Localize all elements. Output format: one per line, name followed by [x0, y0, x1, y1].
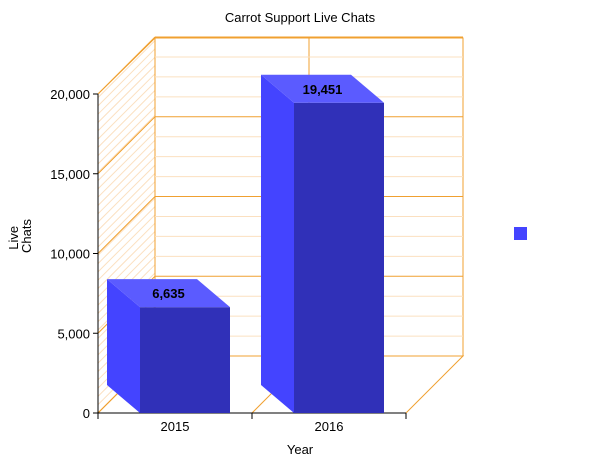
- y-tick-label: 0: [83, 406, 90, 421]
- x-axis-label: Year: [287, 442, 314, 457]
- bar-front-2015: [140, 307, 230, 413]
- chart-title: Carrot Support Live Chats: [225, 10, 376, 25]
- side-wall-hatch: [97, 48, 156, 107]
- bar-top-2016: [261, 74, 384, 103]
- bar-side-2016: [261, 74, 294, 413]
- side-wall-hatch: [97, 222, 156, 281]
- x-tick-label-2016: 2016: [315, 419, 344, 434]
- y-axis-label-line-2: Chats: [19, 219, 34, 253]
- side-wall-hatch: [97, 40, 156, 98]
- y-axis-label-line-1: Live: [6, 226, 21, 250]
- y-axis-label: Live Chats: [6, 219, 34, 253]
- chart-bars: [107, 74, 384, 413]
- side-wall-hatch: [97, 214, 156, 273]
- side-wall-hatch: [97, 189, 156, 248]
- bar-top-2015: [107, 279, 230, 308]
- side-wall-hatch: [97, 73, 156, 132]
- y-tick-label: 10,000: [50, 247, 90, 262]
- side-wall-hatch: [97, 181, 156, 240]
- side-wall-hatch: [97, 206, 156, 264]
- side-wall-hatch: [97, 164, 156, 223]
- side-wall-hatch: [97, 148, 156, 206]
- side-wall-hatch: [97, 173, 156, 231]
- legend-swatch: [514, 227, 527, 240]
- y-tick-label: 20,000: [50, 87, 90, 102]
- side-wall-hatch: [97, 156, 156, 215]
- data-label-2016: 19,451: [303, 82, 343, 97]
- gridline-side: [97, 196, 156, 254]
- side-wall-hatch: [97, 197, 156, 256]
- side-wall-hatch: [97, 98, 156, 157]
- side-wall-top: [97, 37, 156, 95]
- chart-axes: 0 5,000 10,000 15,000 20,000: [50, 87, 407, 421]
- x-tick-label-2015: 2015: [161, 419, 190, 434]
- chart-labels: 6,635 2015 19,451 2016: [152, 82, 343, 434]
- gridline-side: [97, 116, 156, 175]
- y-tick-label: 15,000: [50, 167, 90, 182]
- side-wall-hatch: [97, 114, 156, 173]
- side-wall-hatch: [97, 139, 156, 198]
- side-wall-hatch: [97, 56, 156, 115]
- side-wall-hatch: [97, 231, 156, 289]
- y-tick-label: 5,000: [57, 326, 90, 341]
- side-wall-hatch: [97, 90, 156, 148]
- side-wall-hatch: [97, 81, 156, 140]
- bar-front-2016: [294, 102, 384, 413]
- side-wall-hatch: [97, 131, 156, 190]
- bar-side-2015: [107, 279, 140, 413]
- side-wall-hatch: [97, 123, 156, 181]
- side-wall-hatch: [97, 106, 156, 165]
- side-wall-hatch: [97, 65, 156, 123]
- data-label-2015: 6,635: [152, 286, 185, 301]
